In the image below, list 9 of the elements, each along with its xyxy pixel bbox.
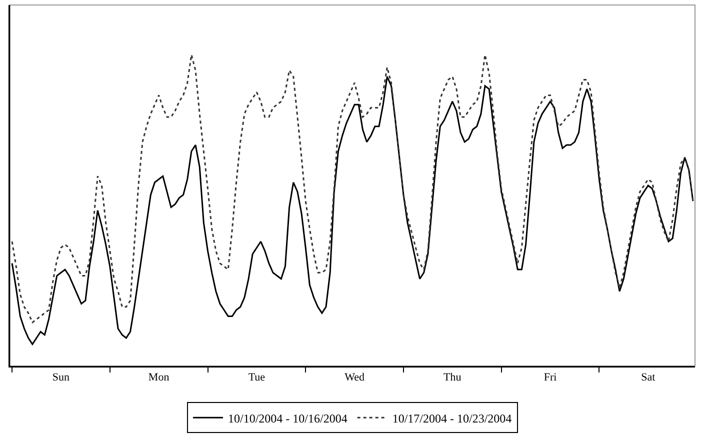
legend-label: 10/10/2004 - 10/16/2004 (228, 411, 348, 426)
x-tick-label: Sat (641, 372, 656, 384)
x-tick-label: Wed (344, 372, 365, 384)
legend-label: 10/17/2004 - 10/23/2004 (392, 411, 512, 426)
x-tick-label: Mon (148, 372, 170, 384)
x-tick-label: Sun (52, 372, 70, 384)
x-tick-label: Fri (544, 372, 557, 384)
x-tick-label: Tue (248, 372, 266, 384)
x-tick-label: Thu (444, 372, 462, 384)
